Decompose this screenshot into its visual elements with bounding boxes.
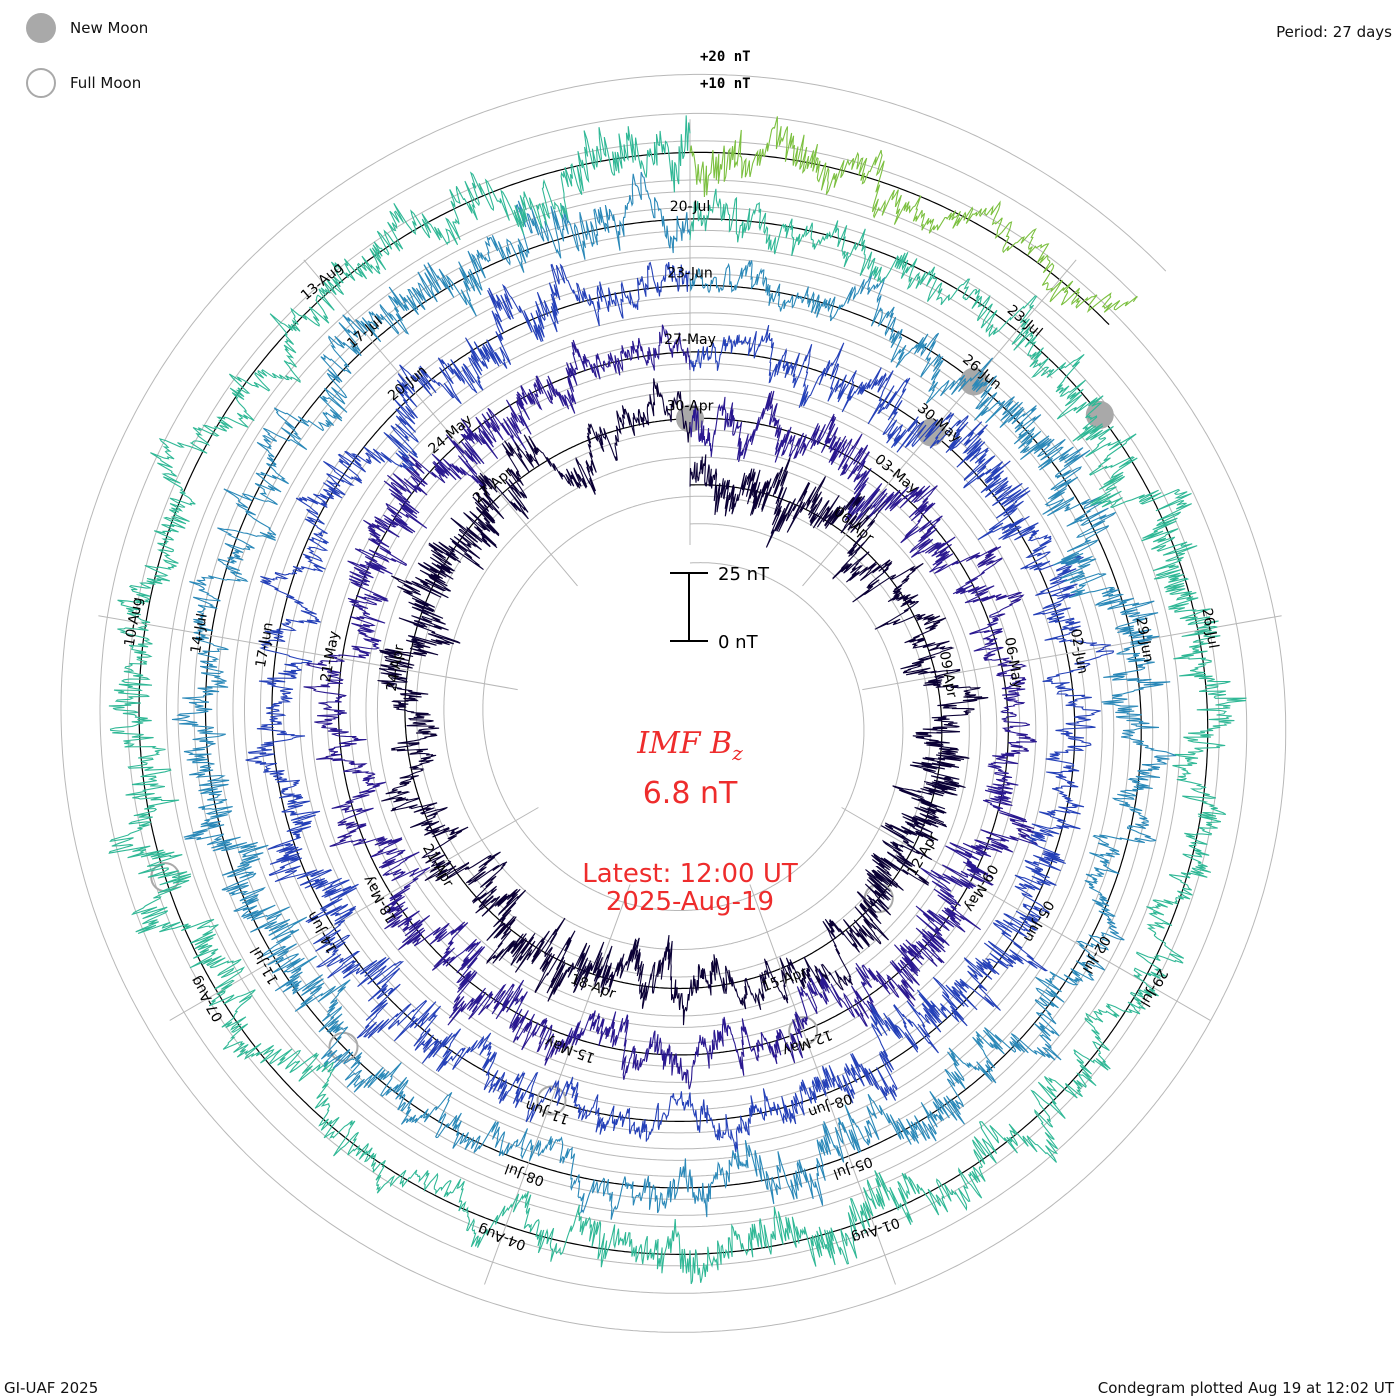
- scale-label-10: +10 nT: [700, 76, 751, 92]
- date-tick-label: 02-Jun: [1067, 628, 1091, 676]
- series-turn-3: [245, 261, 1115, 1153]
- date-tick-label: 29-Jun: [1132, 616, 1156, 664]
- date-tick-label: 08-Jul: [503, 1160, 547, 1189]
- series-turn-1: [377, 378, 989, 1026]
- grid-spoke: [303, 259, 578, 587]
- series-turn-5: [108, 115, 1247, 1285]
- legend-new-moon-label: New Moon: [70, 19, 149, 37]
- date-tick-label: 01-Aug: [849, 1214, 901, 1246]
- latest-date-line: 2025-Aug-19: [605, 887, 775, 917]
- full-moon-marker: [536, 1085, 567, 1116]
- date-tick-label: 17-Jun: [253, 621, 277, 669]
- latest-time-line: Latest: 12:00 UT: [582, 859, 798, 889]
- plot-title: IMF Bz: [490, 726, 890, 765]
- scale-top-label: 25 nT: [718, 564, 770, 585]
- full-moon-icon: [26, 68, 56, 98]
- legend-new-moon: New Moon: [26, 13, 148, 43]
- series-turn-6: [689, 116, 1138, 313]
- plot-title-main: IMF B: [637, 726, 733, 761]
- date-tick-label: 23-Jun: [667, 266, 713, 282]
- plot-title-subscript: z: [732, 741, 743, 765]
- grid-ring: [99, 112, 1248, 1294]
- grid-ring: [60, 73, 1287, 1333]
- series-layer: [108, 115, 1247, 1285]
- date-tick-label: 27-May: [664, 332, 716, 348]
- grid-spoke: [841, 807, 1211, 1021]
- new-moon-icon: [26, 13, 56, 43]
- date-tick-label: 24-Apr: [384, 643, 408, 692]
- series-turn-2: [303, 324, 1043, 1090]
- date-tick-label: 17-Jul: [344, 314, 385, 352]
- current-value: 6.8 nT: [642, 776, 738, 811]
- date-tick-label: 20-Jul: [670, 199, 711, 215]
- legend-full-moon-label: Full Moon: [70, 74, 142, 92]
- date-tick-label: 09-Apr: [936, 650, 960, 699]
- grid-layer: [60, 73, 1287, 1333]
- footer-credit: GI-UAF 2025: [4, 1379, 99, 1397]
- series-turn-4: [171, 171, 1177, 1220]
- date-tick-label: 20-Jun: [385, 363, 430, 405]
- new-moon-marker: [1085, 400, 1114, 429]
- scale-label-20: +20 nT: [700, 49, 751, 65]
- period-label: Period: 27 days: [1276, 23, 1392, 41]
- latest-time: Latest: 12:00 UT 2025-Aug-19: [490, 860, 890, 916]
- scale-bar: 25 nT 0 nT: [670, 564, 770, 653]
- grid-ring: [216, 229, 1131, 1177]
- date-tick-label: 21-May: [318, 630, 343, 684]
- footer-plot-time: Condegram plotted Aug 19 at 12:02 UT: [1097, 1379, 1394, 1397]
- new-moon-marker: [676, 404, 704, 433]
- date-tick-label: 29-Jul: [1136, 966, 1170, 1009]
- date-tick-label: 30-Apr: [667, 399, 714, 415]
- date-tick-label: 11-Jul: [248, 944, 282, 987]
- grid-spoke: [98, 615, 518, 691]
- date-tick-label: 21-Apr: [419, 841, 456, 890]
- date-tick-label: 14-Jul: [188, 612, 211, 655]
- date-tick-label: 26-Jul: [1198, 607, 1221, 650]
- scale-bottom-label: 0 nT: [718, 632, 759, 653]
- legend-full-moon: Full Moon: [26, 68, 141, 98]
- full-moon-marker: [788, 1016, 819, 1047]
- date-tick-label: 04-Aug: [476, 1221, 528, 1253]
- date-tick-label: 02-Jul: [1079, 933, 1113, 976]
- grid-ring: [177, 190, 1170, 1216]
